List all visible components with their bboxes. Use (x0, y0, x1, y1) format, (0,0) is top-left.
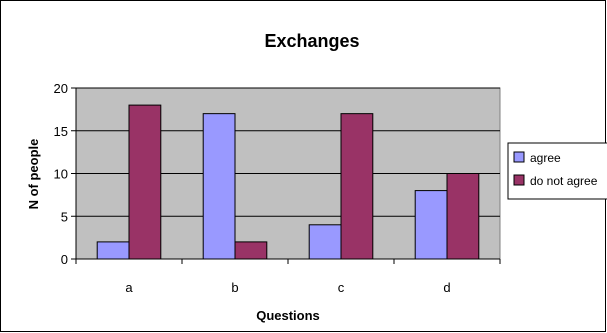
bar-agree-b (202, 113, 236, 260)
y-tick-label: 15 (54, 124, 68, 139)
bar-agree-a (96, 241, 130, 260)
y-tick-label: 0 (61, 252, 68, 267)
y-axis-title: N of people (26, 139, 41, 210)
x-tick-label: d (443, 280, 450, 295)
x-tick-labels: a b c d (125, 280, 450, 295)
bar-do-not-agree-a (128, 104, 162, 260)
x-axis-title: Questions (256, 308, 320, 323)
bar-agree-c (308, 224, 342, 260)
legend-swatch-do-not-agree (513, 174, 525, 186)
bars (96, 104, 480, 260)
bar-do-not-agree-b (234, 241, 268, 260)
bar-do-not-agree-c (340, 113, 374, 260)
axes (71, 87, 501, 264)
y-tick-labels: 0 5 10 15 20 (54, 81, 68, 267)
x-tick-label: a (125, 280, 133, 295)
legend: agree do not agree (507, 142, 607, 200)
legend-label: agree (530, 151, 561, 165)
legend-label: do not agree (530, 174, 598, 188)
chart-title: Exchanges (264, 31, 359, 51)
y-tick-label: 20 (54, 81, 68, 96)
x-tick-label: c (338, 280, 345, 295)
y-tick-label: 5 (61, 209, 68, 224)
bar-do-not-agree-d (446, 173, 480, 260)
y-tick-label: 10 (54, 167, 68, 182)
bar-agree-d (414, 190, 448, 260)
x-tick-label: b (231, 280, 238, 295)
legend-swatch-agree (513, 151, 525, 163)
